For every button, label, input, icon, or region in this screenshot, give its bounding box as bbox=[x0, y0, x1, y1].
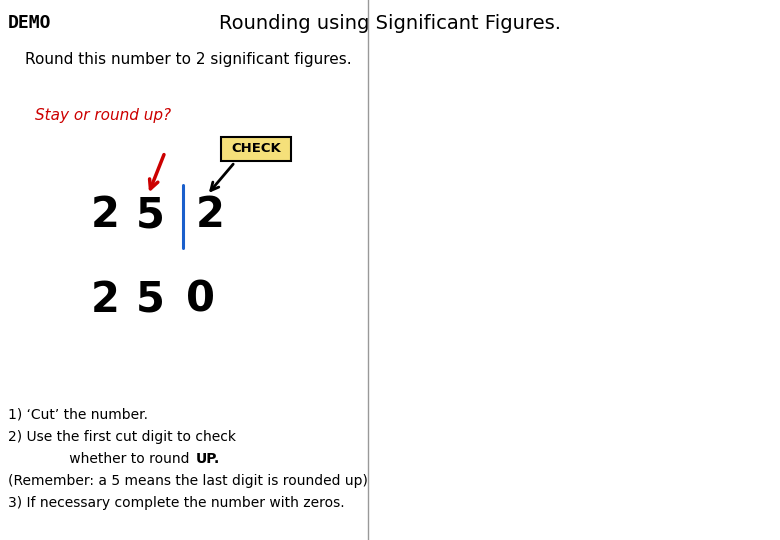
Text: whether to round: whether to round bbox=[8, 452, 194, 466]
Text: 2: 2 bbox=[90, 194, 119, 236]
Text: (Remember: a 5 means the last digit is rounded up): (Remember: a 5 means the last digit is r… bbox=[8, 474, 368, 488]
Text: UP.: UP. bbox=[196, 452, 220, 466]
Text: CHECK: CHECK bbox=[231, 143, 281, 156]
Text: Round this number to 2 significant figures.: Round this number to 2 significant figur… bbox=[25, 52, 352, 67]
Text: 0: 0 bbox=[186, 279, 214, 321]
Text: DEMO: DEMO bbox=[8, 14, 51, 32]
Text: 5: 5 bbox=[136, 194, 165, 236]
Text: 2: 2 bbox=[196, 194, 225, 236]
Text: 2: 2 bbox=[90, 279, 119, 321]
Text: 2) Use the first cut digit to check: 2) Use the first cut digit to check bbox=[8, 430, 236, 444]
Text: 1) ‘Cut’ the number.: 1) ‘Cut’ the number. bbox=[8, 408, 148, 422]
Text: Rounding using Significant Figures.: Rounding using Significant Figures. bbox=[219, 14, 561, 33]
Text: 5: 5 bbox=[136, 279, 165, 321]
FancyBboxPatch shape bbox=[221, 137, 291, 161]
Text: 3) If necessary complete the number with zeros.: 3) If necessary complete the number with… bbox=[8, 496, 345, 510]
Text: Stay or round up?: Stay or round up? bbox=[35, 108, 171, 123]
